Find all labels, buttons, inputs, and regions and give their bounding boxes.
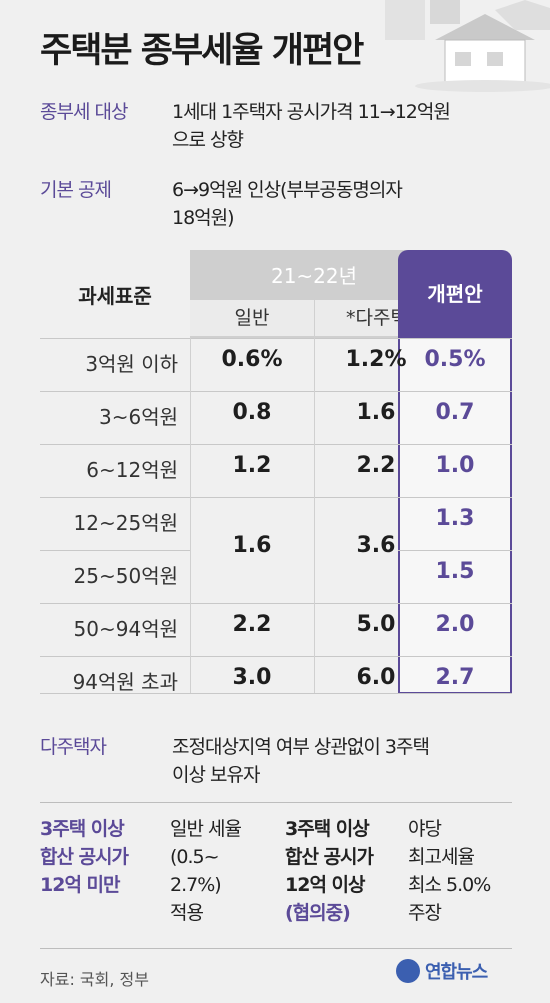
new-rate: 0.5%	[424, 347, 486, 372]
source-text: 자료: 국회, 정부	[40, 970, 149, 989]
row-divider	[40, 444, 512, 445]
under12-label: 3주택 이상 합산 공시가 12억 미만	[40, 818, 129, 896]
row-divider	[40, 497, 512, 498]
divider	[40, 948, 512, 949]
deduction-text: 6→9억원 인상(부부공동명의자 18억원)	[172, 179, 403, 229]
period-header: 21~22년	[270, 264, 358, 288]
logo: 연합뉴스	[396, 958, 488, 984]
page-title: 주택분 종부세율 개편안	[40, 31, 364, 71]
new-plan-column	[398, 338, 512, 694]
new-rate: 1.5	[435, 559, 475, 584]
general-rate: 3.0	[232, 665, 272, 690]
std-cell: 50~94억원	[73, 617, 178, 641]
new-rate: 1.3	[435, 506, 475, 531]
yonhap-logo-icon	[396, 959, 420, 983]
row-divider	[40, 550, 190, 551]
std-cell: 3억원 이하	[85, 352, 178, 376]
row-divider	[40, 391, 512, 392]
std-cell: 3~6억원	[98, 405, 178, 429]
column-divider	[314, 300, 315, 693]
multi-rate: 6.0	[356, 665, 396, 690]
multi-rate: 2.2	[356, 453, 396, 478]
target-text: 1세대 1주택자 공시가격 11→12억원 으로 상향	[172, 101, 451, 151]
logo-text: 연합뉴스	[425, 962, 488, 983]
divider	[40, 802, 512, 803]
std-cell: 25~50억원	[73, 564, 178, 588]
new-rate: 1.0	[435, 453, 475, 478]
negotiation-note: (협의중)	[285, 902, 351, 924]
new-plan-header: 개편안	[398, 250, 512, 338]
multi-owner-label: 다주택자	[40, 736, 107, 758]
multi-rate: 1.6	[356, 400, 396, 425]
row-divider	[398, 550, 512, 551]
general-rate: 2.2	[232, 612, 272, 637]
std-cell: 6~12억원	[86, 458, 178, 482]
general-header: 일반	[190, 300, 314, 336]
general-rate: 0.8	[232, 400, 272, 425]
multi-rate: 1.2%	[345, 347, 407, 372]
general-rate: 1.6	[232, 533, 272, 558]
column-divider	[190, 338, 191, 693]
std-cell: 12~25억원	[73, 511, 178, 535]
multi-rate: 5.0	[356, 612, 396, 637]
over12-label: 3주택 이상 합산 공시가 12억 이상 (협의중)	[285, 815, 374, 927]
tax-rate-table: 21~22년 일반 *다주택 과세표준 개편안 3억원 이하 0.6% 1.2%…	[40, 250, 512, 694]
multi-owner-text: 조정대상지역 여부 상관없이 3주택 이상 보유자	[172, 736, 430, 786]
row-divider	[40, 656, 512, 657]
std-cell: 94억원 초과	[72, 670, 178, 694]
over12-text: 야당 최고세율 최소 5.0% 주장	[408, 818, 491, 924]
deduction-label: 기본 공제	[40, 179, 112, 201]
new-rate: 2.7	[435, 665, 475, 690]
new-rate: 2.0	[435, 612, 475, 637]
row-divider	[40, 338, 512, 339]
houses-illustration	[385, 0, 550, 92]
under12-text: 일반 세율 (0.5~ 2.7%) 적용	[170, 818, 242, 924]
multi-rate: 3.6	[356, 533, 396, 558]
std-header: 과세표준	[78, 284, 152, 308]
general-rate: 0.6%	[221, 347, 283, 372]
new-rate: 0.7	[435, 400, 475, 425]
target-label: 종부세 대상	[40, 101, 128, 123]
general-rate: 1.2	[232, 453, 272, 478]
row-divider	[40, 603, 512, 604]
row-divider	[40, 693, 512, 694]
